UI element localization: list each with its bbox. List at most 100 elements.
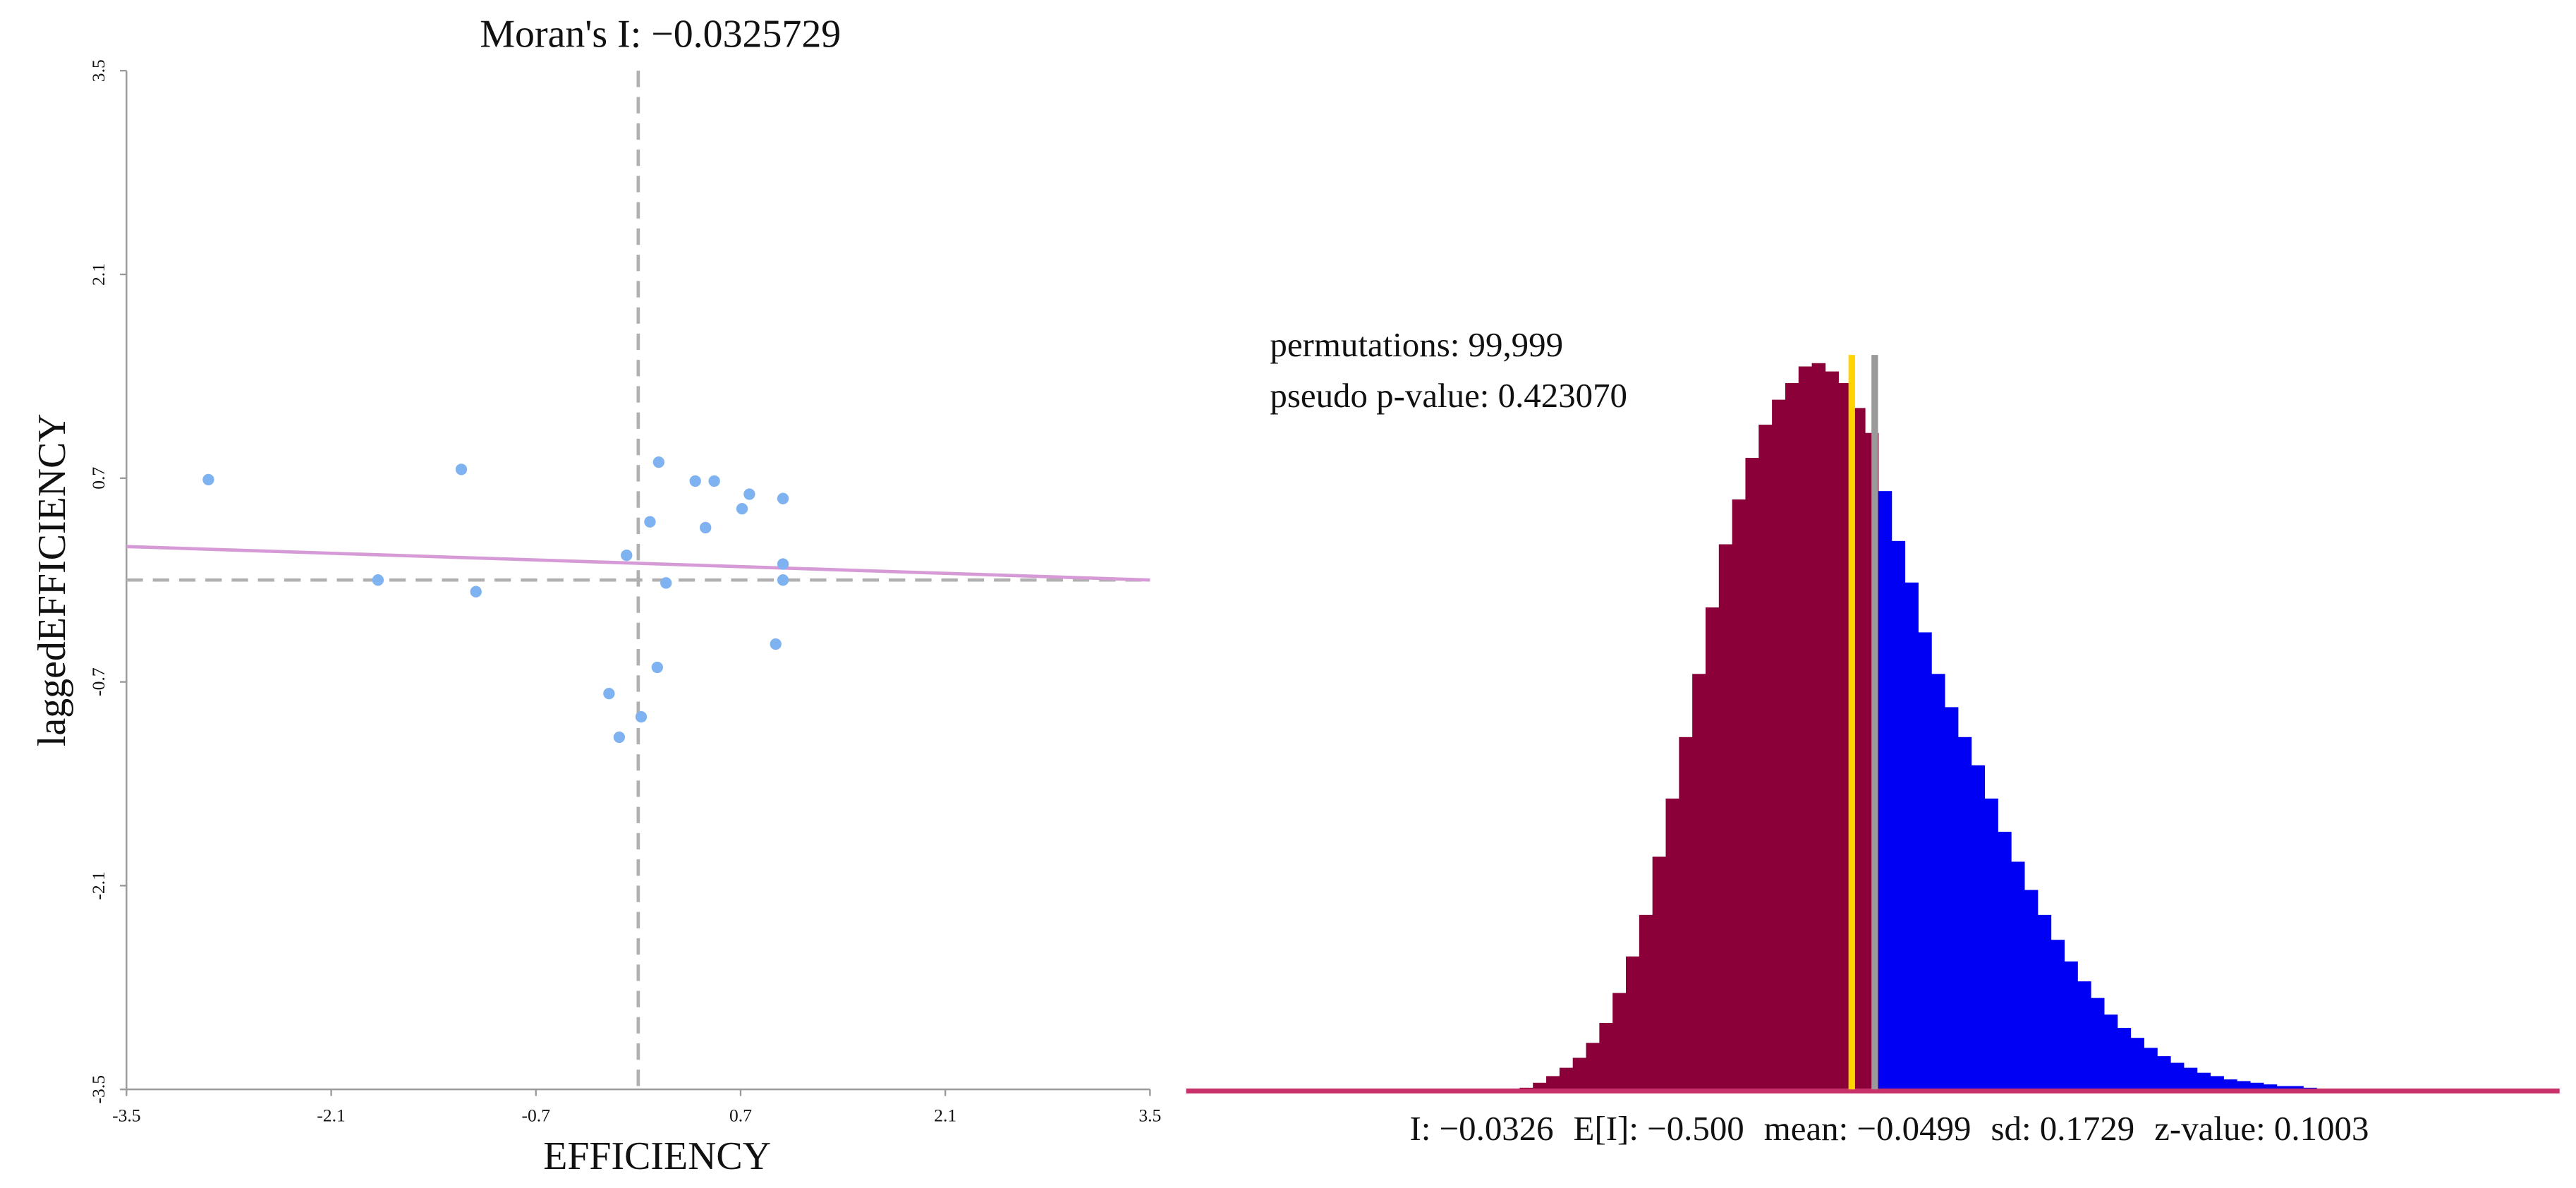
histogram-bar	[1998, 832, 2012, 1090]
histogram-bar	[1705, 607, 1720, 1090]
histogram-bar	[2117, 1028, 2132, 1090]
histogram-bar	[2024, 890, 2039, 1090]
histogram-bar	[1785, 383, 1799, 1090]
histogram-bar	[1891, 540, 1906, 1090]
histogram-bar	[1679, 737, 1693, 1090]
x-tick-label: 2.1	[934, 1105, 956, 1126]
histogram-bar	[2077, 981, 2091, 1090]
histogram-bar	[1758, 424, 1773, 1090]
x-tick-label: -0.7	[521, 1105, 550, 1126]
stat: sd: 0.1729	[1991, 1109, 2134, 1148]
y-tick-label: 2.1	[88, 263, 109, 286]
scatter-point	[736, 502, 748, 515]
scatter-point	[455, 463, 468, 475]
y-tick-label: 3.5	[88, 59, 109, 82]
stat: z-value: 0.1003	[2154, 1109, 2369, 1148]
y-tick-label: -3.5	[88, 1075, 109, 1104]
histogram-bar	[1931, 674, 1945, 1090]
scatter-point	[651, 661, 663, 674]
y-tick-label: -0.7	[88, 667, 109, 696]
x-axis-label: EFFICIENCY	[543, 1134, 771, 1178]
histogram-bar	[1944, 707, 1959, 1090]
stat: E[I]: −0.500	[1574, 1109, 1744, 1148]
histogram-bar	[1546, 1076, 1560, 1090]
histogram-bar	[2064, 961, 2078, 1090]
regression-line	[126, 545, 1150, 582]
scatter-point	[689, 475, 701, 487]
histogram-bar	[1825, 371, 1839, 1090]
histogram-bar	[1586, 1043, 1600, 1090]
histogram-bar	[2249, 1082, 2264, 1090]
histogram-bar	[2223, 1079, 2237, 1090]
stats: I: −0.0326 E[I]: −0.500 mean: −0.0499 sd: 0…	[1409, 1109, 2369, 1148]
stat: I: −0.0326	[1409, 1109, 1553, 1148]
histogram-bar	[1718, 544, 1733, 1090]
histogram-bar	[1904, 582, 1919, 1090]
histogram-bar	[1971, 765, 1986, 1090]
histogram-bar	[2210, 1076, 2224, 1090]
scatter-point	[635, 710, 648, 723]
histogram-bar	[2183, 1067, 2198, 1090]
histogram-bar	[1572, 1057, 1587, 1090]
histogram-bar	[2090, 998, 2105, 1090]
histogram-bar	[1599, 1022, 1613, 1090]
histogram-bar	[2197, 1072, 2211, 1090]
histogram-bar	[2051, 940, 2065, 1090]
histogram-bar	[2170, 1062, 2185, 1090]
histogram-bar	[2263, 1084, 2278, 1090]
histogram-bar	[1798, 366, 1813, 1090]
scatter-point	[613, 731, 626, 744]
histogram-bar	[1652, 856, 1667, 1090]
x-tick-label: -2.1	[317, 1105, 346, 1126]
scatter-point	[470, 586, 482, 598]
histogram-bar	[1533, 1082, 1547, 1090]
scatter-point	[603, 687, 615, 700]
histogram-bar	[1852, 408, 1866, 1090]
histogram-bar	[2130, 1038, 2144, 1090]
histogram-bar	[1612, 993, 1627, 1090]
scatter-point	[652, 456, 665, 468]
x-tick-label: 3.5	[1138, 1105, 1161, 1126]
scatter-point	[202, 473, 214, 486]
histogram-bar	[1559, 1067, 1574, 1090]
histogram-bar	[2037, 914, 2052, 1090]
histogram-bar	[2237, 1081, 2251, 1090]
scatter-point	[621, 549, 633, 562]
histogram-bar	[1732, 499, 1746, 1090]
y-axis-label: laggedEFFICIENCY	[30, 413, 74, 746]
histogram-bar	[2303, 1087, 2317, 1090]
histogram-bar	[1665, 798, 1680, 1090]
x-tick-label: -3.5	[112, 1105, 141, 1126]
histogram-bar	[1772, 399, 1786, 1090]
annotation: pseudo p-value: 0.423070	[1270, 376, 1627, 415]
histogram-bar	[2290, 1086, 2304, 1090]
x-tick-label: 0.7	[729, 1105, 752, 1126]
histogram-bar	[2276, 1086, 2291, 1090]
histogram-bar	[1918, 632, 1932, 1090]
scatter-point	[644, 516, 656, 528]
chart-title: Moran's I: −0.0325729	[480, 12, 841, 56]
histogram-bar	[1639, 914, 1653, 1090]
histogram-bar	[1878, 491, 1892, 1090]
histogram-bar	[2103, 1014, 2118, 1090]
scatter-point	[770, 638, 782, 650]
y-tick-label: -2.1	[88, 871, 109, 900]
histogram-bar	[2144, 1048, 2158, 1090]
scatter-point	[700, 521, 712, 534]
histogram-bar	[1626, 956, 1640, 1090]
scatter-point	[660, 577, 672, 589]
histogram-bar	[1745, 458, 1759, 1090]
histogram-bar	[1811, 363, 1826, 1090]
stat: mean: −0.0499	[1764, 1109, 1972, 1148]
y-tick-label: 0.7	[88, 467, 109, 490]
scatter-point	[777, 558, 789, 570]
scatter-point	[708, 475, 720, 487]
histogram-bar	[1519, 1087, 1533, 1090]
scatter-point	[777, 574, 789, 586]
histogram-bar	[1984, 798, 1998, 1090]
scatter-point	[743, 488, 755, 500]
histogram-bar	[2157, 1056, 2171, 1090]
scatter-point	[372, 574, 384, 586]
